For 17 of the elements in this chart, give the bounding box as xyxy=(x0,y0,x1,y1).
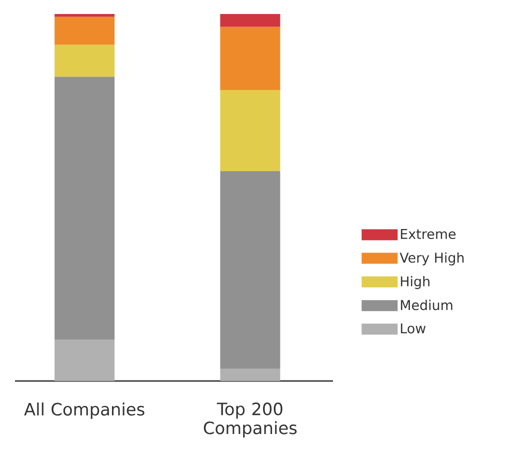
legend-label: Medium xyxy=(400,300,452,310)
bar xyxy=(54,14,115,17)
bar xyxy=(220,171,280,369)
bar xyxy=(220,368,280,381)
bar xyxy=(220,14,280,27)
bar xyxy=(220,26,280,90)
legend-label: Extreme xyxy=(400,229,456,240)
bar xyxy=(54,340,115,381)
legend-label: Low xyxy=(400,323,426,334)
x-tick-label: All Companies xyxy=(24,402,144,419)
x-tick-label: Top 200 Companies xyxy=(204,402,297,438)
bar xyxy=(220,90,280,172)
bar xyxy=(54,16,115,45)
bar xyxy=(54,76,115,340)
bar xyxy=(54,44,115,77)
legend-label: High xyxy=(400,276,430,290)
legend-label: Very High xyxy=(400,252,464,266)
